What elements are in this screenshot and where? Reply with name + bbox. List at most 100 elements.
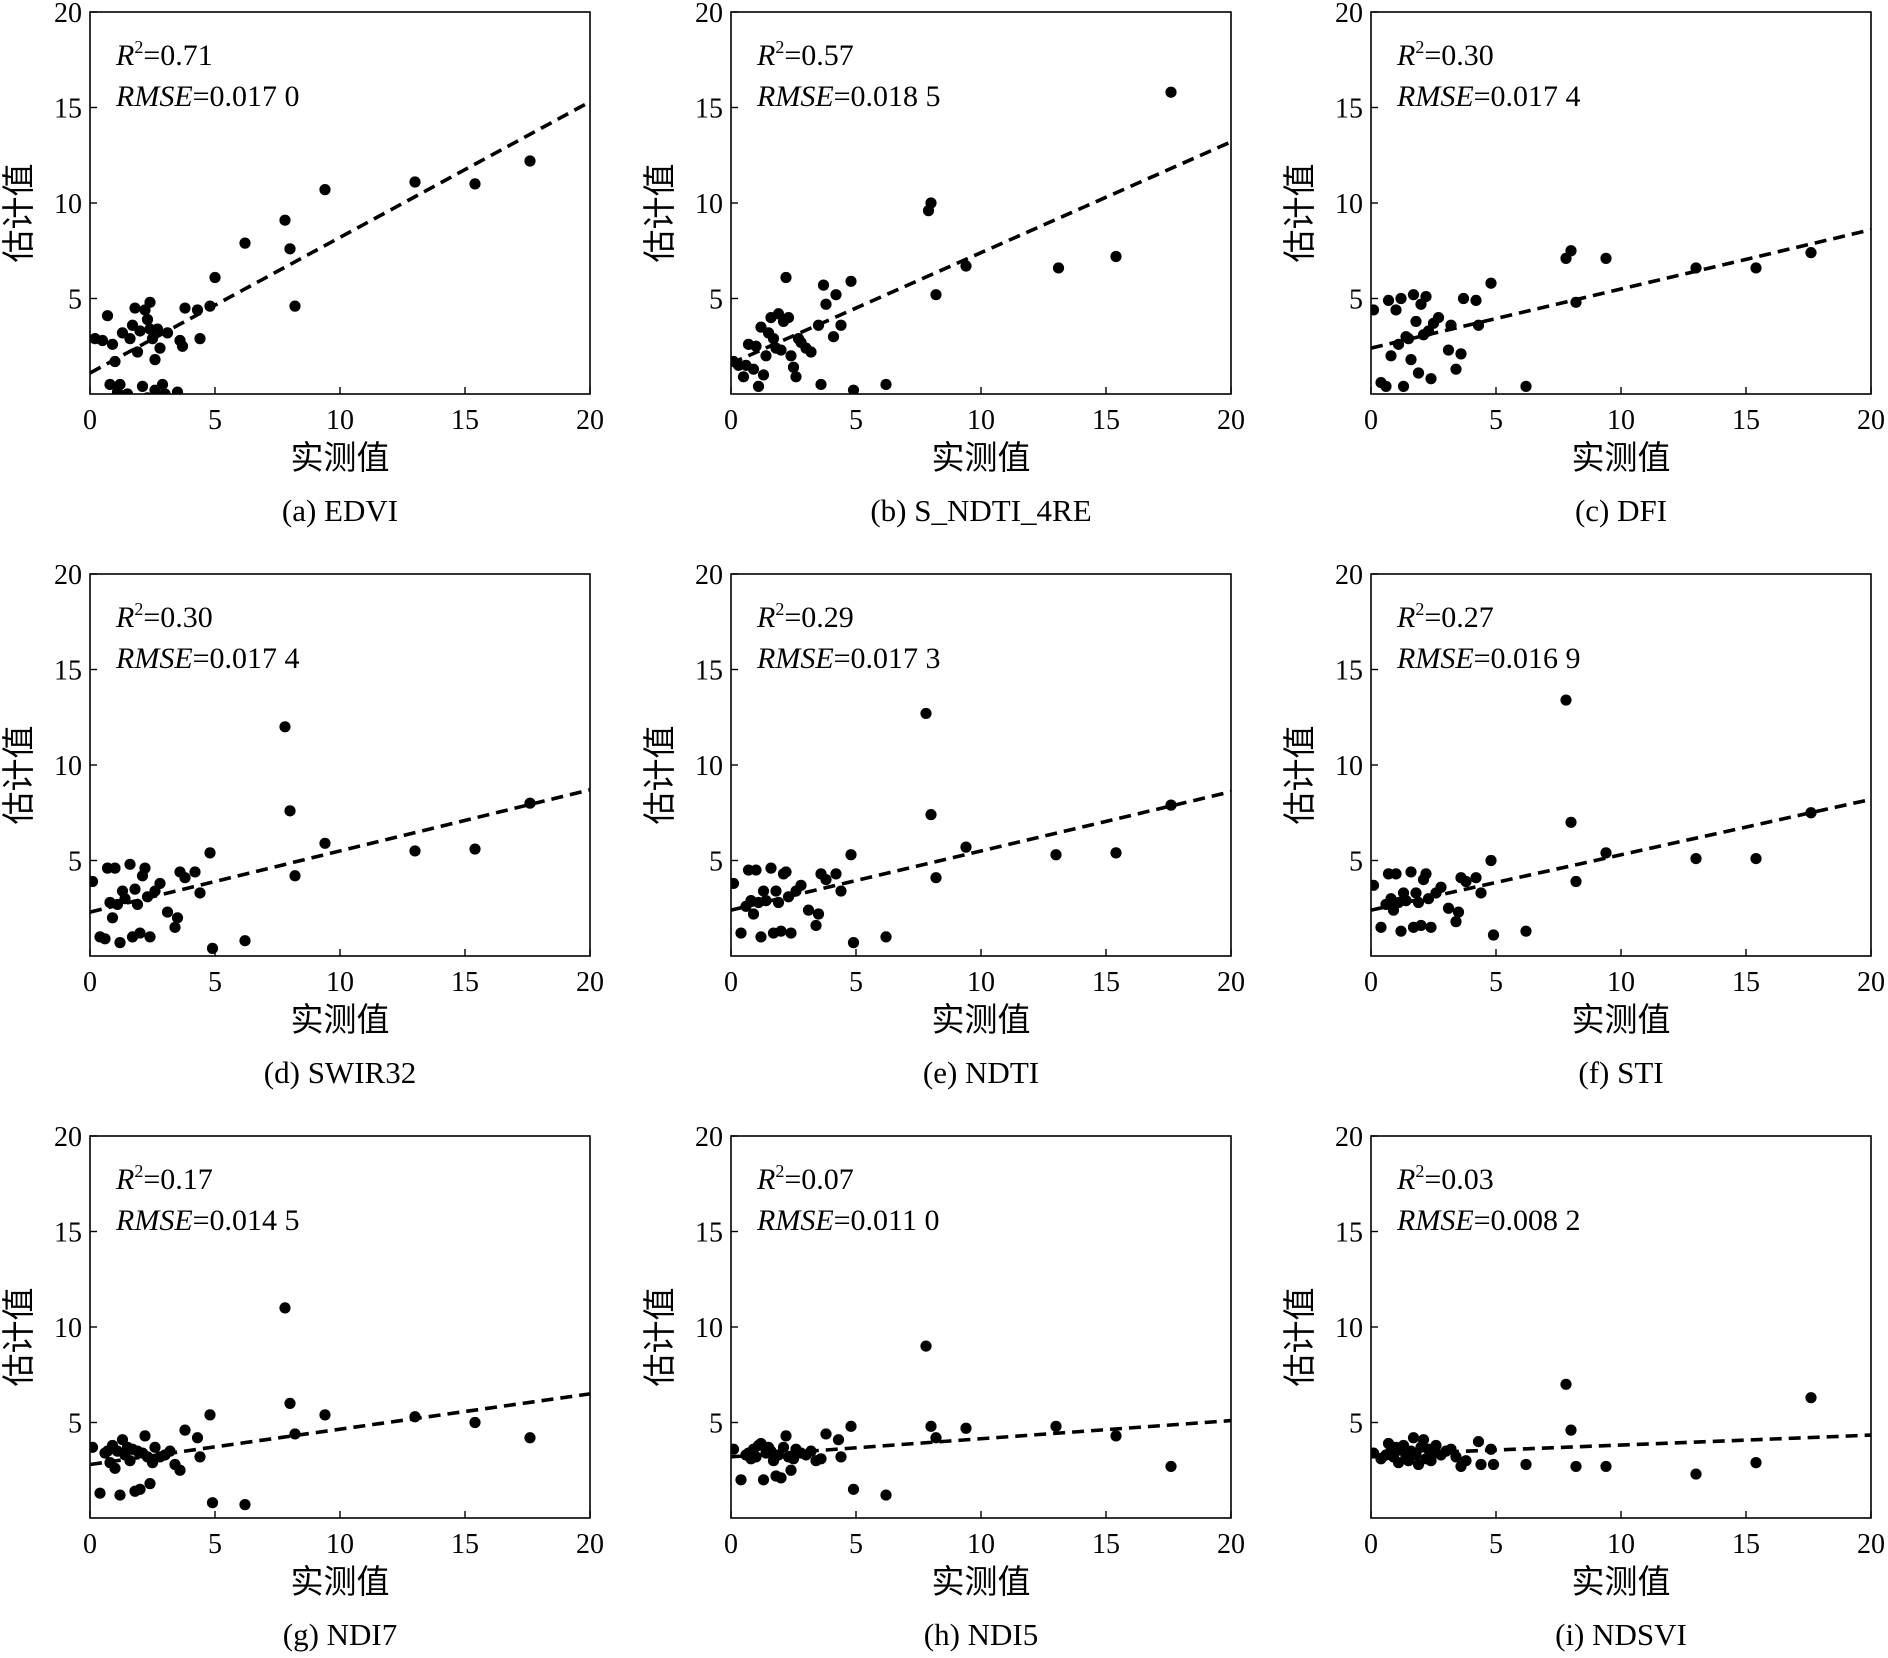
regression-fit-line <box>731 789 1231 912</box>
plot-area <box>1371 694 1871 941</box>
rmse-stat: RMSE=0.014 5 <box>115 1204 300 1237</box>
regression-fit-line <box>90 788 590 914</box>
data-point <box>131 346 144 358</box>
data-point <box>777 1441 790 1453</box>
data-point <box>279 1302 291 1314</box>
plot-area <box>1371 1378 1871 1480</box>
plot-area <box>731 707 1231 949</box>
data-point <box>1570 296 1582 308</box>
y-tick-label: 10 <box>695 1313 723 1344</box>
r2-stat: R2=0.07 <box>756 1161 854 1196</box>
data-point <box>1570 1460 1582 1473</box>
data-point <box>827 331 840 343</box>
rmse-stat: RMSE=0.017 3 <box>756 642 941 675</box>
data-point <box>1450 916 1462 928</box>
data-point <box>747 908 760 920</box>
data-point <box>96 334 109 347</box>
r2-value: =0.30 <box>143 601 212 634</box>
data-point <box>790 371 802 383</box>
data-point <box>289 870 301 882</box>
rmse-symbol: RMSE <box>756 642 834 675</box>
regression-fit-line <box>731 140 1231 366</box>
data-point <box>191 1432 204 1444</box>
r2-superscript: 2 <box>1415 37 1424 57</box>
data-point <box>1110 250 1122 263</box>
x-tick-label: 10 <box>1607 405 1635 436</box>
data-point <box>765 862 777 874</box>
data-point <box>820 298 832 310</box>
data-point <box>131 898 144 911</box>
data-point <box>1570 875 1582 888</box>
y-axis-label: 估计值 <box>642 164 679 263</box>
data-point <box>782 312 795 324</box>
y-tick-label: 20 <box>1335 1122 1363 1153</box>
plot-area <box>90 1302 590 1511</box>
data-point <box>775 344 787 356</box>
rmse-symbol: RMSE <box>115 80 193 113</box>
r2-value: =0.03 <box>1424 1163 1493 1196</box>
data-point <box>815 378 827 391</box>
y-tick-label: 10 <box>1335 189 1363 220</box>
r2-superscript: 2 <box>134 1161 143 1181</box>
data-point <box>920 1340 932 1352</box>
data-point <box>1565 816 1577 828</box>
data-point <box>735 1474 747 1486</box>
data-point <box>731 1443 740 1455</box>
rmse-symbol: RMSE <box>756 1204 834 1237</box>
data-point <box>146 333 159 345</box>
r2-stat: R2=0.30 <box>115 599 213 634</box>
data-point <box>960 260 972 272</box>
data-point <box>1417 1434 1430 1446</box>
data-point <box>1487 1458 1500 1471</box>
y-axis-label: 估计值 <box>1282 1288 1319 1387</box>
x-tick-label: 0 <box>1364 405 1378 436</box>
x-tick-label: 5 <box>1489 1529 1503 1560</box>
panel-caption: (h) NDI5 <box>924 1617 1039 1652</box>
data-point <box>805 1445 817 1457</box>
y-tick-label: 10 <box>54 1313 82 1344</box>
data-point <box>845 275 857 287</box>
data-point <box>284 805 296 817</box>
data-point <box>1442 902 1455 914</box>
data-point <box>179 1424 191 1436</box>
data-point <box>750 864 762 876</box>
plot-area <box>731 86 1231 394</box>
data-point <box>1690 262 1702 274</box>
data-point <box>1450 1451 1462 1463</box>
r2-stat: R2=0.27 <box>1396 599 1494 634</box>
rmse-value: =0.016 9 <box>1474 642 1581 675</box>
data-point <box>787 361 800 373</box>
data-point <box>469 1416 481 1429</box>
data-point <box>174 1464 186 1476</box>
data-point <box>149 1441 161 1453</box>
data-point <box>830 289 842 301</box>
r2-stat: R2=0.57 <box>756 37 854 72</box>
r2-superscript: 2 <box>1415 1161 1424 1181</box>
data-point <box>189 866 201 878</box>
data-point <box>1520 380 1532 392</box>
data-point <box>1052 262 1065 274</box>
data-point <box>469 843 481 855</box>
x-tick-label: 15 <box>1092 967 1120 998</box>
rmse-value: =0.011 0 <box>834 1204 940 1237</box>
data-point <box>319 184 331 196</box>
data-point <box>1165 799 1177 811</box>
data-point <box>750 340 762 352</box>
data-point <box>1750 852 1762 865</box>
data-point <box>1402 333 1415 345</box>
data-point <box>191 304 204 316</box>
data-point <box>735 927 747 939</box>
x-tick-label: 5 <box>208 1529 222 1560</box>
data-point <box>832 1434 845 1446</box>
data-point <box>1425 373 1437 385</box>
x-tick-label: 5 <box>849 1529 863 1560</box>
x-tick-label: 10 <box>967 967 995 998</box>
data-point <box>1110 1430 1122 1442</box>
data-point <box>1415 919 1427 932</box>
data-point <box>1371 879 1380 891</box>
x-tick-label: 10 <box>1607 967 1635 998</box>
data-point <box>835 1451 847 1463</box>
y-tick-label: 10 <box>54 751 82 782</box>
y-tick-label: 15 <box>1335 1218 1363 1249</box>
r2-stat: R2=0.29 <box>756 599 854 634</box>
